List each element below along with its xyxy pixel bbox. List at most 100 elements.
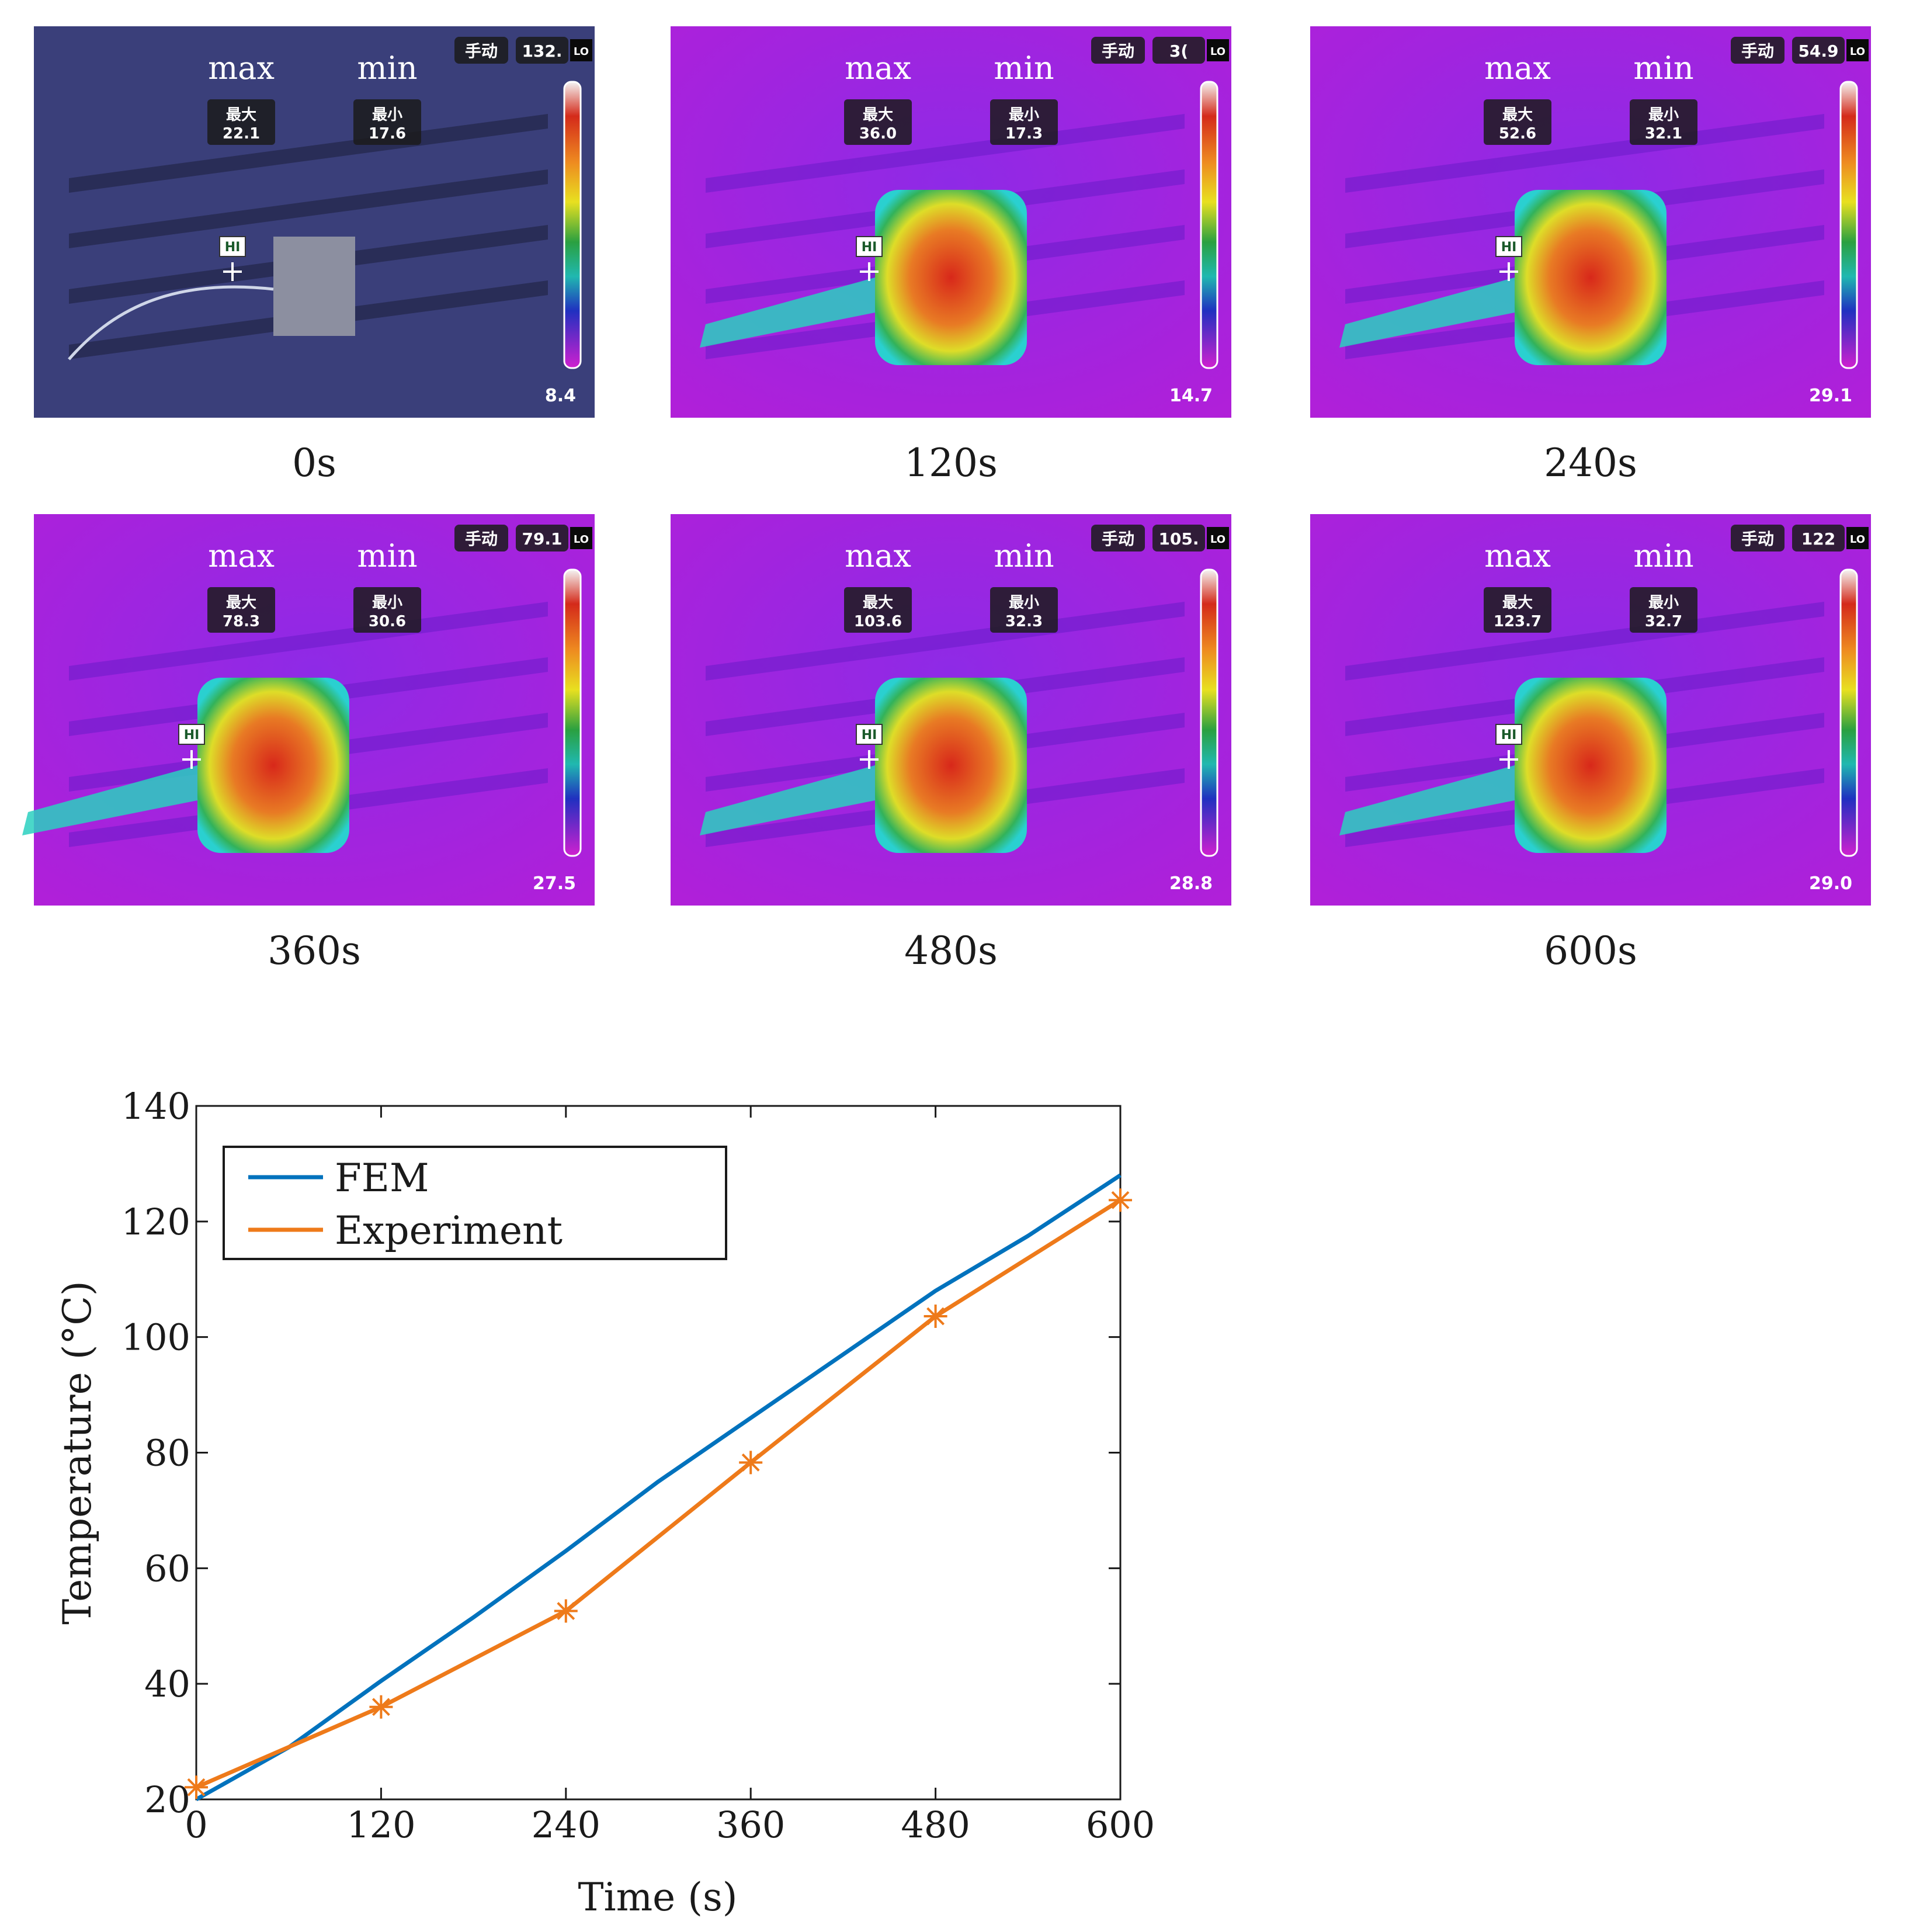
- x-tick-label: 360: [716, 1803, 785, 1846]
- scale-top-value: 3(: [1169, 41, 1188, 61]
- lo-tag-label: LO: [1210, 46, 1225, 58]
- min-value: 17.3: [1005, 125, 1043, 143]
- min-cn-label: 最小: [1648, 594, 1679, 612]
- max-cn-label: 最大: [863, 594, 893, 612]
- cable-heat: [700, 765, 875, 835]
- y-tick-label: 120: [121, 1201, 190, 1243]
- min-value-box: [353, 587, 421, 633]
- max-value-box: [207, 99, 275, 145]
- max-label: max: [845, 50, 911, 86]
- max-value-box: [207, 587, 275, 633]
- max-label: max: [1484, 50, 1551, 86]
- mode-label: 手动: [465, 41, 498, 61]
- scale-top-value: 54.9: [1798, 41, 1838, 61]
- max-value: 103.6: [854, 613, 902, 630]
- y-tick-label: 80: [144, 1432, 190, 1475]
- data-point-marker: [924, 1305, 947, 1329]
- scale-bottom-value: 28.8: [1169, 873, 1213, 894]
- min-value-box: [1630, 99, 1697, 145]
- cable-heat: [1339, 765, 1515, 835]
- lo-tag-label: LO: [574, 46, 589, 58]
- max-value: 52.6: [1499, 125, 1536, 143]
- mode-label: 手动: [1102, 529, 1134, 549]
- scale-top-badge: [516, 37, 568, 64]
- scale-top-value: 122: [1801, 529, 1835, 549]
- data-point-marker: [1109, 1188, 1132, 1212]
- heat-region: [875, 190, 1027, 365]
- heat-region: [875, 678, 1027, 853]
- time-caption: 480s: [904, 928, 998, 973]
- max-cn-label: 最大: [1502, 594, 1533, 612]
- data-point-marker: [554, 1599, 578, 1623]
- hi-tag-label: HI: [184, 728, 200, 743]
- color-scale-bar: [1200, 81, 1218, 369]
- min-value: 32.1: [1645, 125, 1682, 143]
- lo-tag-label: LO: [1850, 533, 1865, 546]
- max-value-box: [1484, 587, 1551, 633]
- hi-tag: [219, 236, 246, 257]
- max-cn-label: 最大: [1502, 106, 1533, 124]
- mode-badge: [1091, 525, 1145, 551]
- table-slot: [706, 114, 1185, 193]
- y-axis-label: Temperature (°C): [55, 1281, 100, 1624]
- table-slot: [1345, 602, 1824, 681]
- table-slot: [69, 602, 548, 681]
- min-label: min: [1633, 537, 1693, 574]
- x-axis-label: Time (s): [578, 1875, 737, 1920]
- min-label: min: [994, 50, 1054, 86]
- x-tick-label: 480: [901, 1803, 970, 1846]
- lo-tag-label: LO: [574, 533, 589, 546]
- min-value: 32.3: [1005, 613, 1043, 630]
- time-caption: 360s: [268, 928, 361, 973]
- data-point-marker: [739, 1451, 763, 1475]
- data-point-marker: [369, 1695, 393, 1719]
- scale-top-value: 79.1: [522, 529, 562, 549]
- max-value: 36.0: [859, 125, 897, 143]
- series-line-fem: [195, 1173, 1122, 1802]
- scale-top-badge: [1152, 525, 1205, 551]
- hi-tag-label: HI: [225, 240, 241, 255]
- legend-box: [223, 1146, 727, 1260]
- max-label: max: [208, 537, 275, 574]
- color-scale-bar: [1200, 568, 1218, 857]
- time-caption: 0s: [292, 440, 336, 485]
- max-cn-label: 最大: [226, 106, 256, 124]
- lo-tag-label: LO: [1210, 533, 1225, 546]
- lo-tag-label: LO: [1850, 46, 1865, 58]
- mode-badge: [454, 37, 508, 64]
- hotspot-crosshair-icon: [223, 262, 242, 281]
- lo-tag: [1207, 39, 1229, 61]
- min-cn-label: 最小: [1009, 594, 1039, 612]
- scale-bottom-value: 29.1: [1809, 386, 1852, 406]
- mode-badge: [1731, 525, 1785, 551]
- min-value: 17.6: [369, 125, 406, 143]
- min-value-box: [1630, 587, 1697, 633]
- scale-top-value: 132.: [522, 41, 562, 61]
- mode-label: 手动: [1741, 529, 1774, 549]
- min-value-box: [990, 99, 1058, 145]
- lo-tag: [570, 527, 592, 549]
- x-tick-label: 120: [346, 1803, 415, 1846]
- panel-image: [34, 26, 595, 418]
- legend-label: FEM: [335, 1156, 429, 1201]
- time-caption: 240s: [1544, 440, 1637, 485]
- hotspot-crosshair-icon: [182, 750, 201, 769]
- temperature-chart: 0 120 240 360 480 600 20 40 60 80 100 120 140 Time (s…: [55, 1085, 1155, 1920]
- cable-heat: [22, 765, 197, 835]
- scale-bottom-value: 14.7: [1169, 386, 1213, 406]
- y-tick-label: 100: [121, 1316, 190, 1359]
- hi-tag-label: HI: [1501, 728, 1517, 743]
- min-label: min: [1633, 50, 1693, 86]
- scale-bottom-value: 29.0: [1809, 873, 1852, 894]
- y-tick-label: 40: [144, 1663, 190, 1705]
- min-cn-label: 最小: [372, 594, 402, 612]
- max-value: 123.7: [1494, 613, 1542, 630]
- max-label: max: [208, 50, 275, 86]
- min-value: 30.6: [369, 613, 406, 630]
- scale-bottom-value: 27.5: [533, 873, 576, 894]
- color-scale-bar: [563, 81, 582, 369]
- lo-tag: [1846, 527, 1869, 549]
